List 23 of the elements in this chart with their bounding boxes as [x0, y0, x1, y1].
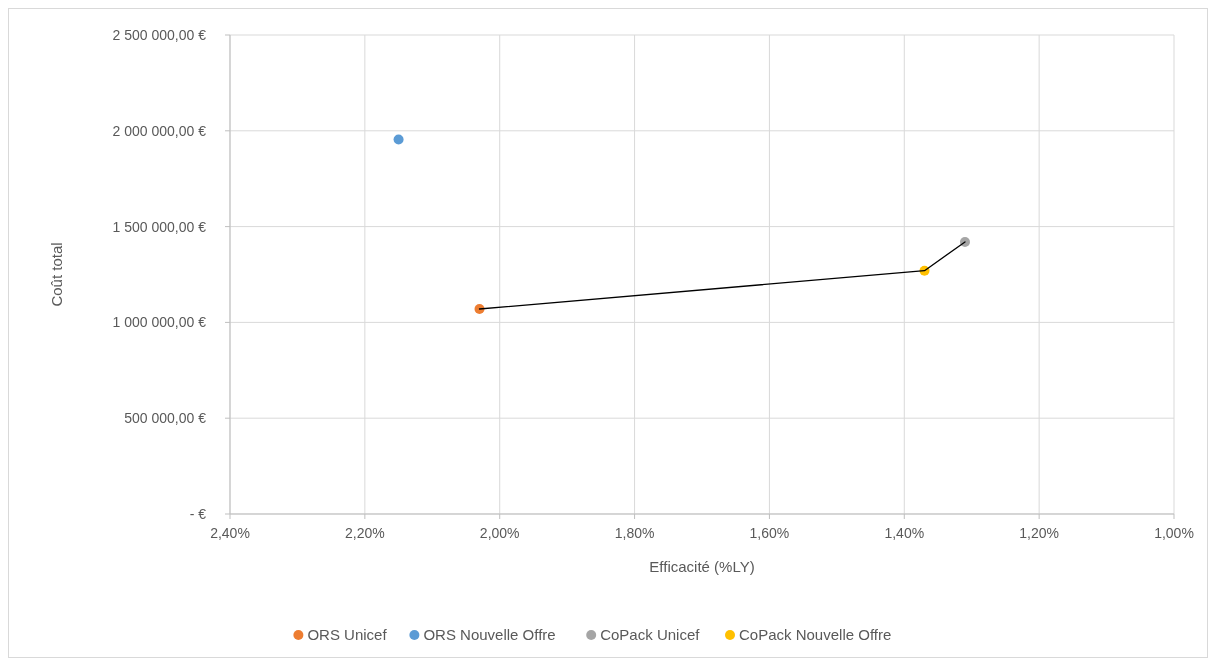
point	[474, 303, 485, 314]
x-tick-label: 2,40%	[210, 525, 250, 541]
y-axis-title: Coût total	[48, 242, 65, 307]
x-axis-title: Efficacité (%LY)	[649, 558, 755, 575]
legend-label: CoPack Nouvelle Offre	[739, 626, 892, 643]
x-tick-label: 1,60%	[749, 525, 790, 541]
legend-label: ORS Unicef	[307, 626, 388, 643]
legend-label: ORS Nouvelle Offre	[423, 626, 556, 643]
y-tick-label: 1 500 000,00 €	[112, 218, 207, 235]
x-tick-label: 1,40%	[884, 525, 925, 541]
y-tick-label: - €	[189, 506, 207, 522]
y-tick-label: 500 000,00 €	[124, 410, 207, 427]
y-tick-label: 2 000 000,00 €	[112, 122, 207, 139]
y-tick-label: 1 000 000,00 €	[112, 314, 207, 331]
x-tick-label: 1,00%	[1154, 525, 1194, 541]
x-tick-label: 2,00%	[479, 525, 520, 541]
legend-label: CoPack Unicef	[600, 626, 701, 643]
y-tick-label: 2 500 000,00 €	[112, 27, 207, 43]
point	[959, 236, 970, 247]
point	[393, 134, 404, 145]
x-tick-label: 1,20%	[1019, 525, 1059, 541]
x-tick-label: 1,80%	[614, 525, 655, 541]
x-tick-label: 2,20%	[345, 525, 385, 541]
